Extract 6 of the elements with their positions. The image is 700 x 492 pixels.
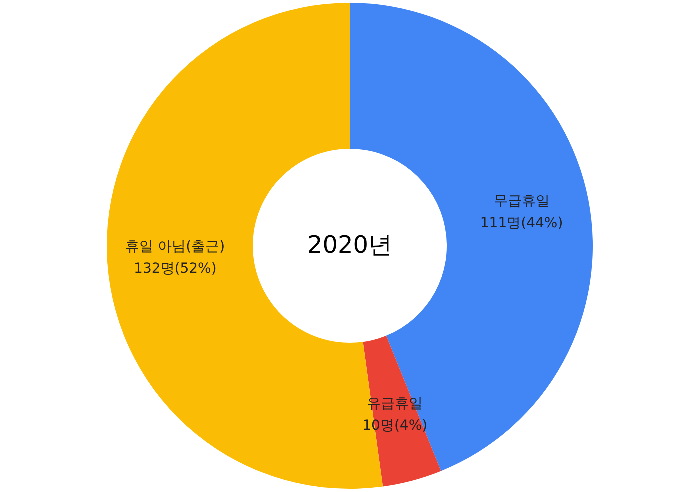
slice-label: 휴일 아님(출근)	[126, 238, 226, 255]
data-label: 111명(44%)	[480, 216, 564, 232]
text: 2020년	[307, 231, 393, 259]
data-label: 132명(52%)	[134, 260, 217, 277]
donut-slice	[363, 336, 442, 487]
slice-label: 무급휴일	[494, 194, 550, 210]
